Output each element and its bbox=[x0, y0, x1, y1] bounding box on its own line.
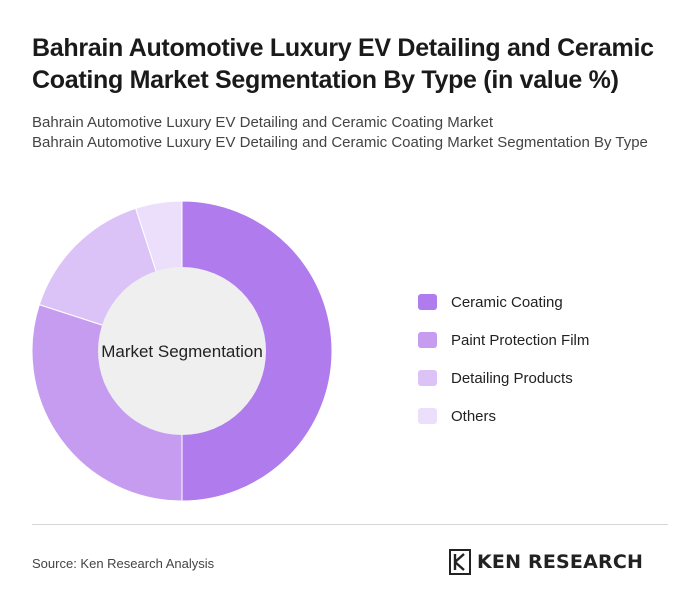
ken-research-logo-icon bbox=[449, 549, 471, 575]
source-note: Source: Ken Research Analysis bbox=[32, 556, 215, 571]
legend-label-detailing-products: Detailing Products bbox=[451, 369, 573, 387]
legend-label-paint-protection-film: Paint Protection Film bbox=[451, 331, 590, 349]
subtitle-line-2: Bahrain Automotive Luxury EV Detailing a… bbox=[32, 134, 648, 151]
legend-label-ceramic-coating: Ceramic Coating bbox=[451, 293, 563, 311]
ken-research-logo: KEN RESEARCH bbox=[449, 549, 643, 575]
legend-item-others: Others bbox=[418, 397, 589, 435]
legend-swatch-others bbox=[418, 408, 437, 424]
legend-swatch-detailing-products bbox=[418, 370, 437, 386]
chart-title: Bahrain Automotive Luxury EV Detailing a… bbox=[32, 34, 654, 94]
legend-swatch-paint-protection-film bbox=[418, 332, 437, 348]
legend-item-detailing-products: Detailing Products bbox=[418, 359, 589, 397]
donut-chart: Market Segmentation bbox=[31, 200, 333, 502]
legend-label-others: Others bbox=[451, 407, 497, 425]
legend: Ceramic Coating Paint Protection Film Deta… bbox=[418, 283, 589, 435]
legend-item-paint-protection-film: Paint Protection Film bbox=[418, 321, 589, 359]
ken-research-logo-text: KEN RESEARCH bbox=[477, 551, 644, 573]
donut-hole bbox=[98, 267, 266, 435]
footer-divider bbox=[32, 524, 668, 525]
center-label: Market Segmentation bbox=[101, 342, 263, 361]
legend-item-ceramic-coating: Ceramic Coating bbox=[418, 283, 589, 321]
subtitle-line-1: Bahrain Automotive Luxury EV Detailing a… bbox=[32, 114, 494, 131]
chart-subtitle: Bahrain Automotive Luxury EV Detailing a… bbox=[32, 113, 652, 153]
legend-swatch-ceramic-coating bbox=[418, 294, 437, 310]
